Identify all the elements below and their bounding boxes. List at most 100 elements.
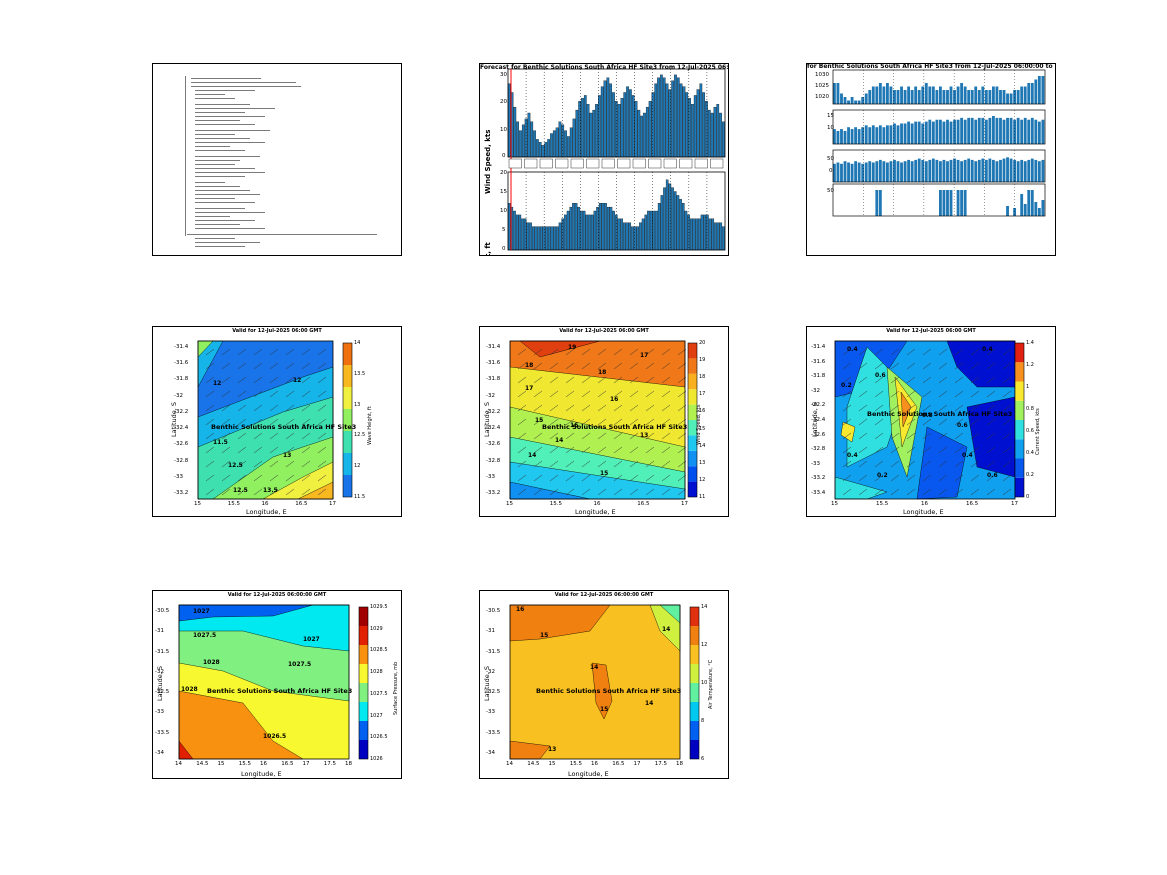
- y-tick-label: -31.5: [486, 648, 501, 655]
- vector-arrow: [645, 474, 655, 482]
- vector-arrow: [237, 488, 247, 496]
- vector-arrow: [285, 488, 295, 496]
- y-tick-label: -32: [486, 392, 495, 399]
- vector-arrow: [237, 348, 247, 356]
- colorbar-segment: [359, 721, 368, 740]
- parameter-bar: [910, 90, 914, 104]
- vector-arrow: [517, 348, 527, 356]
- parameter-bar: [840, 129, 843, 144]
- vector-arrow: [938, 390, 948, 398]
- summary-bottom-rule: [187, 234, 377, 235]
- vector-arrow: [922, 348, 932, 356]
- vector-arrow: [986, 418, 996, 426]
- wind-bar: [626, 86, 629, 158]
- summary-text-line: [195, 228, 265, 229]
- summary-text-line: [195, 202, 255, 203]
- wave-bar: [612, 210, 615, 251]
- parameter-bar: [946, 119, 949, 144]
- vector-arrow: [533, 418, 543, 426]
- y-tick-label: -33: [174, 473, 183, 480]
- parameter-bar: [949, 121, 953, 144]
- wave-bar: [649, 210, 653, 251]
- vector-arrow: [597, 488, 607, 496]
- map-title: Valid for 12-Jul-2025 06:00 GMT: [232, 328, 322, 334]
- vector-arrow: [221, 460, 231, 468]
- wind-direction-box: [679, 158, 693, 169]
- parameter-bar: [903, 161, 907, 182]
- parameter-bar: [1041, 200, 1045, 216]
- vector-arrow: [581, 376, 591, 384]
- vector-arrow: [565, 348, 575, 356]
- vector-arrow: [549, 460, 559, 468]
- surface-pressure-map-panel: Valid for 12-Jul-2025 06:00:00 GMT 1027 1…: [152, 590, 402, 779]
- vector-arrow: [645, 460, 655, 468]
- x-tick-label: 16.5: [295, 501, 308, 507]
- contour-label: 15: [535, 417, 543, 424]
- vector-arrow: [970, 390, 980, 398]
- vector-arrow: [970, 432, 980, 440]
- contour-label: 15: [600, 706, 608, 713]
- colorbar-segment: [343, 387, 352, 409]
- wind-direction-box: [539, 158, 553, 169]
- wind-direction-box: [694, 158, 708, 169]
- wind-bar: [719, 112, 722, 158]
- wave-ylabel: Wave Height, ft: [484, 242, 492, 255]
- parameter-bar: [963, 159, 967, 182]
- parameter-frame: [832, 183, 1046, 217]
- vector-arrow: [549, 446, 559, 454]
- wind-ytick-10: 10: [500, 127, 507, 133]
- vector-arrow: [629, 348, 639, 356]
- parameter-bar: [967, 117, 971, 144]
- colorbar-segment: [1015, 400, 1024, 420]
- parameter-bar: [977, 90, 981, 104]
- x-tick-label: 15: [194, 501, 201, 507]
- wind-direction-box: [586, 158, 600, 169]
- wind-bar: [544, 142, 548, 158]
- vector-arrow: [906, 376, 916, 384]
- summary-text-line: [195, 190, 250, 191]
- vector-arrow: [517, 362, 527, 370]
- wind-bar: [716, 104, 720, 158]
- vector-arrow: [237, 404, 247, 412]
- vector-arrow: [581, 418, 591, 426]
- parameter-bar: [1002, 158, 1006, 182]
- vector-arrow: [253, 432, 263, 440]
- vector-arrow: [938, 446, 948, 454]
- y-axis-label: Latitude, S: [483, 401, 491, 437]
- vector-arrow: [906, 432, 916, 440]
- wind-bar: [600, 86, 604, 158]
- vector-arrow: [237, 362, 247, 370]
- vector-arrow: [613, 418, 623, 426]
- vector-arrow: [253, 348, 263, 356]
- wave-ytick-15: 15: [500, 189, 507, 195]
- colorbar-segment: [690, 740, 699, 759]
- parameter-bar: [924, 121, 928, 144]
- vector-arrow: [581, 404, 591, 412]
- wave-bar: [628, 222, 631, 251]
- parameter-bar: [935, 119, 939, 144]
- parameter-bar: [956, 86, 960, 104]
- parameter-bar: [896, 90, 900, 104]
- vector-arrow: [269, 446, 279, 454]
- contour-label: 13: [548, 746, 556, 753]
- vector-arrow: [906, 474, 916, 482]
- vector-arrow: [517, 488, 527, 496]
- colorbar-tick-label: 14: [699, 442, 706, 449]
- wind-bar: [699, 83, 703, 158]
- contour-label: 1027: [303, 636, 320, 643]
- parameter-bar: [896, 161, 900, 182]
- parameter-bar: [875, 161, 879, 182]
- parameter-bar: [907, 159, 911, 182]
- wind-bar: [564, 130, 567, 158]
- wave-bar: [558, 222, 562, 251]
- parameter-bar: [981, 117, 985, 144]
- vector-arrow: [922, 418, 932, 426]
- vector-arrow: [954, 474, 964, 482]
- x-axis-label: Longitude, E: [246, 508, 287, 516]
- contour-label: 15: [600, 470, 608, 477]
- contour-label: 1027: [193, 608, 210, 615]
- vector-arrow: [858, 362, 868, 370]
- vector-arrow: [565, 474, 575, 482]
- vector-arrow: [938, 404, 948, 412]
- vector-arrow: [906, 362, 916, 370]
